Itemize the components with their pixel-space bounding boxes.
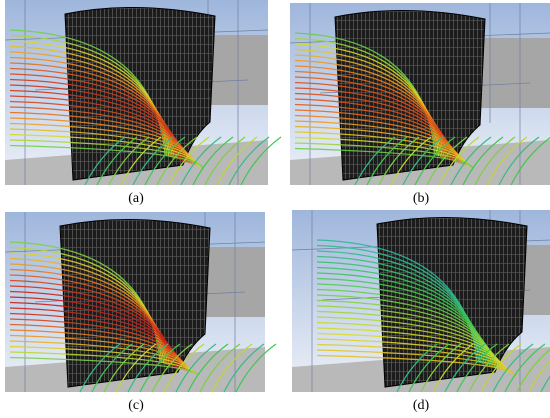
streamline: [316, 255, 484, 364]
outflow-line: [432, 343, 474, 393]
outflow-line: [144, 136, 186, 186]
outflow-line: [396, 343, 438, 393]
outflow-line: [84, 136, 126, 186]
streamline: [316, 239, 478, 363]
outflow-line: [163, 343, 205, 393]
outflow-line: [444, 343, 486, 393]
outflow-line: [366, 136, 408, 186]
outflow-line: [139, 343, 181, 393]
outflow-line: [450, 136, 492, 186]
outflow-line: [151, 343, 193, 393]
outflow-line: [187, 343, 229, 393]
outflow-line: [103, 343, 145, 393]
outflow-line: [408, 343, 450, 393]
outflow-line: [228, 136, 270, 186]
outflow-line: [492, 343, 534, 393]
outflow-line: [192, 136, 234, 186]
streamline: [294, 37, 438, 156]
streamline: [9, 345, 195, 374]
outflow-line: [204, 136, 246, 186]
outflow-line: [456, 343, 498, 393]
streamline: [316, 354, 516, 376]
outflow-line: [115, 343, 157, 393]
outflow-line: [378, 136, 420, 186]
streamline: [9, 241, 161, 363]
outflow-line: [426, 136, 468, 186]
outflow-line: [462, 136, 504, 186]
outflow-line: [528, 360, 550, 393]
outflow-line: [468, 343, 510, 393]
outflow-line: [199, 343, 241, 393]
outflow-line: [127, 343, 169, 393]
outflow-line: [132, 136, 174, 186]
outflow-line: [474, 136, 516, 186]
outflow-line: [402, 136, 444, 186]
streamline: [9, 34, 168, 156]
outflow-line: [96, 136, 138, 186]
panel-label: (c): [128, 398, 144, 413]
outflow-line: [516, 348, 550, 393]
streamline: [9, 144, 204, 169]
cfd-view: [4, 212, 277, 393]
outflow-line: [168, 136, 210, 186]
outflow-line: [108, 136, 150, 186]
streamline: [316, 349, 514, 375]
streamline: [294, 147, 474, 169]
outflow-line: [91, 343, 133, 393]
hub-block: [475, 38, 550, 108]
panel-label: (d): [413, 398, 430, 413]
panel-label: (a): [128, 191, 144, 206]
outflow-line: [156, 136, 198, 186]
streamline: [9, 257, 167, 364]
outflow-line: [498, 136, 540, 186]
outflow-line: [223, 343, 265, 393]
panel-label: (b): [413, 191, 430, 206]
outflow-line: [240, 136, 282, 186]
outflow-line: [235, 343, 277, 393]
outflow-line: [175, 343, 217, 393]
streamline: [294, 76, 451, 160]
streamline: [294, 54, 443, 158]
streamline: [316, 343, 512, 374]
outflow-line: [390, 136, 432, 186]
outflow-line: [79, 343, 121, 393]
outflow-line: [414, 136, 456, 186]
streamline: [9, 351, 197, 375]
outflow-line: [504, 343, 546, 393]
outflow-line: [540, 375, 550, 393]
outflow-line: [216, 136, 258, 186]
outflow-line: [480, 343, 522, 393]
streamline: [9, 56, 175, 159]
outflow-line: [211, 343, 253, 393]
streamline: [294, 142, 472, 168]
cfd-view: [4, 0, 282, 186]
outflow-line: [180, 136, 222, 186]
cfd-view: [291, 210, 550, 393]
panels: [4, 0, 550, 393]
outflow-line: [438, 136, 480, 186]
outflow-line: [420, 343, 462, 393]
outflow-line: [354, 136, 396, 186]
outflow-line: [120, 136, 162, 186]
cfd-view: [289, 3, 550, 186]
outflow-line: [510, 137, 550, 186]
outflow-line: [486, 136, 528, 186]
